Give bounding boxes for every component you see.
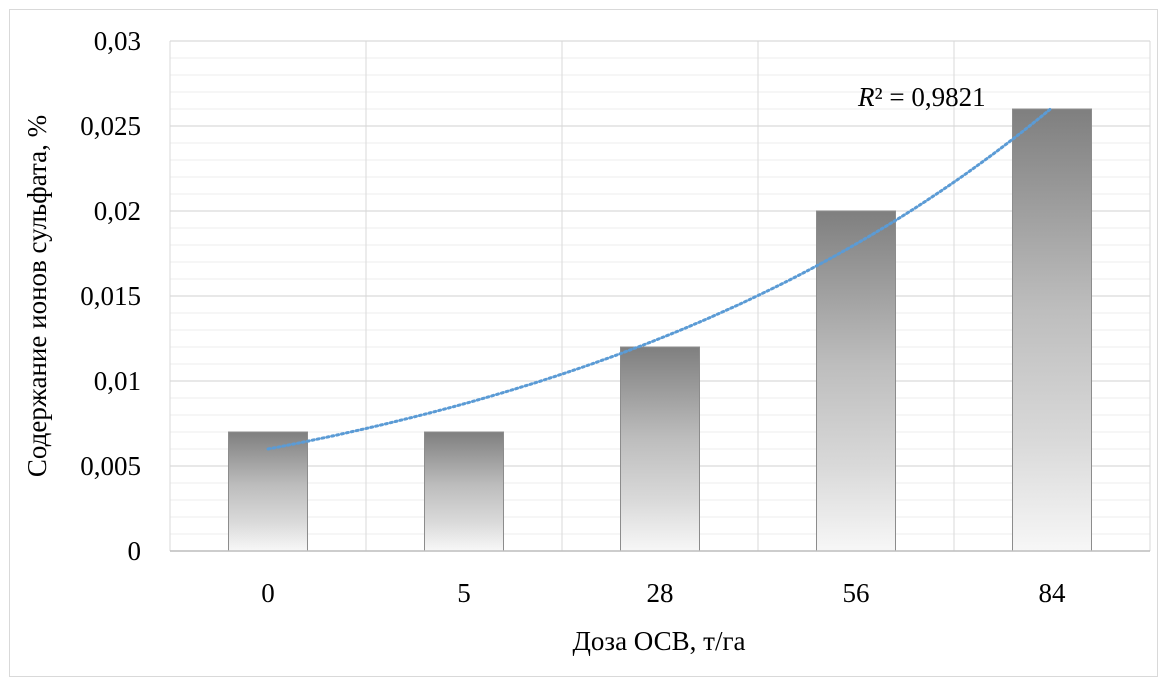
trendline-layer bbox=[266, 106, 1054, 451]
r-squared-label: R² = 0,9821 bbox=[857, 82, 986, 112]
y-tick-label: 0,03 bbox=[94, 26, 141, 56]
bar-84 bbox=[1012, 108, 1092, 552]
bar-5 bbox=[424, 431, 504, 552]
labels: Доза ОСВ, т/га Содержание ионов сульфата… bbox=[22, 26, 1066, 656]
y-axis-title: Содержание ионов сульфата, % bbox=[22, 115, 52, 477]
r-squared-value: ² = 0,9821 bbox=[875, 82, 986, 112]
y-tick-label: 0,005 bbox=[80, 451, 141, 481]
y-tick-label: 0 bbox=[128, 536, 142, 566]
x-tick-label: 5 bbox=[457, 578, 471, 608]
bar-56 bbox=[816, 210, 896, 552]
x-axis-title: Доза ОСВ, т/га bbox=[572, 626, 745, 656]
x-tick-label: 0 bbox=[261, 578, 275, 608]
y-tick-label: 0,02 bbox=[94, 196, 141, 226]
r-squared-symbol: R bbox=[857, 82, 875, 112]
bar-28 bbox=[620, 346, 700, 552]
bars bbox=[228, 108, 1092, 552]
x-tick-label: 56 bbox=[843, 578, 870, 608]
exponential-trendline bbox=[266, 106, 1054, 451]
y-tick-label: 0,01 bbox=[94, 366, 141, 396]
y-tick-label: 0,015 bbox=[80, 281, 141, 311]
x-tick-label: 84 bbox=[1039, 578, 1067, 608]
x-tick-label: 28 bbox=[647, 578, 674, 608]
y-tick-label: 0,025 bbox=[80, 111, 141, 141]
chart-frame bbox=[9, 9, 1158, 677]
